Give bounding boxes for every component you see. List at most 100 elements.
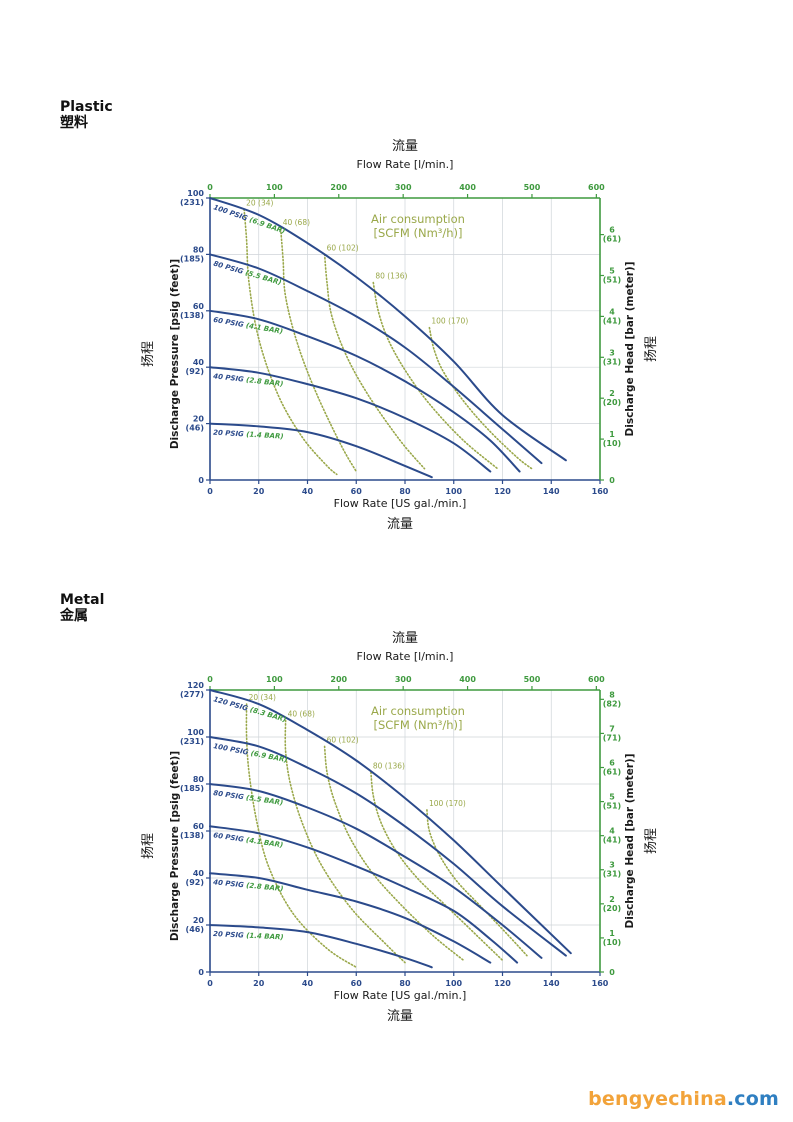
c0-air-curve-label-1: 40 (68) [283, 218, 310, 227]
brand-part2: .com [726, 1088, 779, 1110]
c0-x-tick-label-2: 40 [302, 487, 314, 496]
c1-right-tick-sub-1: (10) [603, 938, 621, 947]
plastic-title-en: Plastic [60, 99, 113, 115]
c1-right-tick-sub-3: (31) [603, 870, 621, 879]
c1-right-tick-label-1: 1 [609, 929, 615, 938]
c1-right-tick-sub-8: (82) [603, 699, 621, 708]
brand-watermark: bengyechina.com [588, 1088, 779, 1110]
c1-y-tick-sub-5: (231) [180, 737, 204, 746]
c1-air-curve-label-3: 80 (136) [373, 761, 405, 770]
c0-right-tick-sub-6: (61) [603, 235, 621, 244]
c1-y-tick-sub-4: (185) [180, 784, 204, 793]
c0-right-tick-sub-5: (51) [603, 275, 621, 284]
plastic-section-title: Plastic 塑料 [60, 99, 113, 131]
c1-y-tick-label-6: 120 [187, 681, 204, 690]
c1-pressure-curve-label-2: 80 PSIG (5.5 BAR) [213, 789, 284, 807]
c0-x-tick-label-3: 60 [351, 487, 363, 496]
c0-top-tick-label-6: 600 [588, 183, 605, 192]
c0-air-curve-label-2: 60 (102) [327, 243, 359, 252]
c0-x-tick-label-0: 0 [207, 487, 213, 496]
c0-air-curve-3 [372, 281, 499, 470]
c1-air-curve-0 [245, 703, 358, 969]
c0-pressure-curve-label-4: 20 PSIG (1.4 BAR) [213, 429, 284, 441]
c0-pressure-curve-3 [209, 366, 492, 473]
c1-x-tick-label-7: 140 [543, 979, 560, 988]
metal-title-cn: 金属 [60, 608, 88, 624]
c1-air-curve-label-4: 100 (170) [429, 799, 466, 808]
c0-pressure-curve-2 [209, 309, 521, 473]
c1-right-tick-label-6: 6 [609, 758, 615, 767]
c1-top-tick-label-3: 300 [395, 675, 412, 684]
metal-section-title: Metal 金属 [60, 592, 104, 624]
c0-pressure-curve-label-3: 40 PSIG (2.8 BAR) [213, 372, 284, 388]
c0-y-tick-label-5: 100 [187, 189, 204, 198]
c0-pressure-curve-label-0: 100 PSIG (6.9 BAR) [212, 203, 286, 235]
c0-top-tick-label-0: 0 [207, 183, 213, 192]
c1-right-tick-label-2: 2 [609, 895, 615, 904]
c1-x-tick-label-3: 60 [351, 979, 363, 988]
c1-top-tick-label-5: 500 [524, 675, 541, 684]
c1-top-tick-label-4: 400 [459, 675, 476, 684]
c0-right-tick-label-2: 2 [609, 389, 615, 398]
c1-right-tick-sub-4: (41) [603, 836, 621, 845]
brand-part1: bengyechina [588, 1088, 727, 1110]
c0-pressure-curve-1 [209, 253, 543, 465]
c1-x-tick-label-2: 40 [302, 979, 314, 988]
c0-pressure-curve-4 [209, 422, 433, 479]
c0-y-tick-label-2: 40 [193, 358, 205, 367]
c0-y-tick-label-1: 20 [193, 415, 205, 424]
c1-right-tick-label-5: 5 [609, 793, 615, 802]
c1-pressure-curve-1 [209, 736, 567, 957]
c1-y-tick-label-5: 100 [187, 728, 204, 737]
c0-x-tick-label-6: 120 [494, 487, 511, 496]
c1-y-tick-sub-1: (46) [186, 925, 204, 934]
c0-air-consumption-sub: [SCFM (Nm³/h)] [373, 226, 462, 240]
c0-right-tick-sub-4: (41) [603, 316, 621, 325]
c0-x-tick-label-8: 160 [592, 487, 609, 496]
c0-top-tick-label-4: 400 [459, 183, 476, 192]
c0-air-curve-4 [428, 326, 533, 470]
c1-left-axis-title: Discharge Pressure [psig (feet)] [169, 751, 181, 941]
c1-air-curve-label-0: 20 (34) [249, 693, 276, 702]
c1-left-axis-cn: 扬程 [141, 833, 156, 859]
c0-left-axis-cn: 扬程 [141, 341, 156, 367]
c1-y-tick-label-2: 40 [193, 869, 205, 878]
c0-right-tick-sub-3: (31) [603, 357, 621, 366]
c1-right-tick-label-8: 8 [609, 690, 615, 699]
c1-right-tick-label-0: 0 [609, 968, 615, 977]
c1-x-tick-label-5: 100 [445, 979, 462, 988]
c0-air-curve-0 [243, 208, 338, 476]
c1-x-tick-label-6: 120 [494, 979, 511, 988]
c0-bottom-axis-cn: 流量 [387, 517, 413, 532]
c1-y-tick-sub-3: (138) [180, 831, 204, 840]
c0-right-axis-title: Discharge Head [bar (meter)] [624, 262, 636, 437]
c0-right-axis-cn: 扬程 [644, 336, 659, 362]
c1-x-tick-label-4: 80 [399, 979, 411, 988]
c1-right-tick-sub-5: (51) [603, 802, 621, 811]
c0-top-axis-title: Flow Rate [l/min.] [357, 158, 454, 171]
c0-x-tick-label-4: 80 [399, 487, 411, 496]
c0-x-tick-label-5: 100 [445, 487, 462, 496]
c1-top-tick-label-0: 0 [207, 675, 213, 684]
c1-y-tick-label-1: 20 [193, 916, 205, 925]
c1-y-tick-label-3: 60 [193, 822, 205, 831]
c1-y-tick-sub-6: (277) [180, 690, 204, 699]
c0-right-tick-label-3: 3 [609, 348, 615, 357]
c1-pressure-curve-3 [209, 825, 519, 964]
c1-y-tick-label-4: 80 [193, 775, 205, 784]
c1-air-curve-label-1: 40 (68) [288, 710, 315, 719]
c1-pressure-curve-label-4: 40 PSIG (2.8 BAR) [213, 878, 284, 893]
c0-right-tick-label-5: 5 [609, 266, 615, 275]
c1-air-consumption-title: Air consumption [371, 704, 465, 718]
c0-right-tick-label-1: 1 [609, 430, 615, 439]
c0-air-curve-label-3: 80 (136) [375, 272, 407, 281]
c1-right-tick-sub-2: (20) [603, 904, 621, 913]
c1-pressure-curve-2 [209, 783, 543, 959]
c1-y-tick-label-0: 0 [198, 968, 204, 977]
c0-air-curve-label-0: 20 (34) [246, 198, 273, 207]
c1-top-tick-label-1: 100 [266, 675, 283, 684]
c0-y-tick-label-3: 60 [193, 302, 205, 311]
c0-top-tick-label-2: 200 [330, 183, 347, 192]
